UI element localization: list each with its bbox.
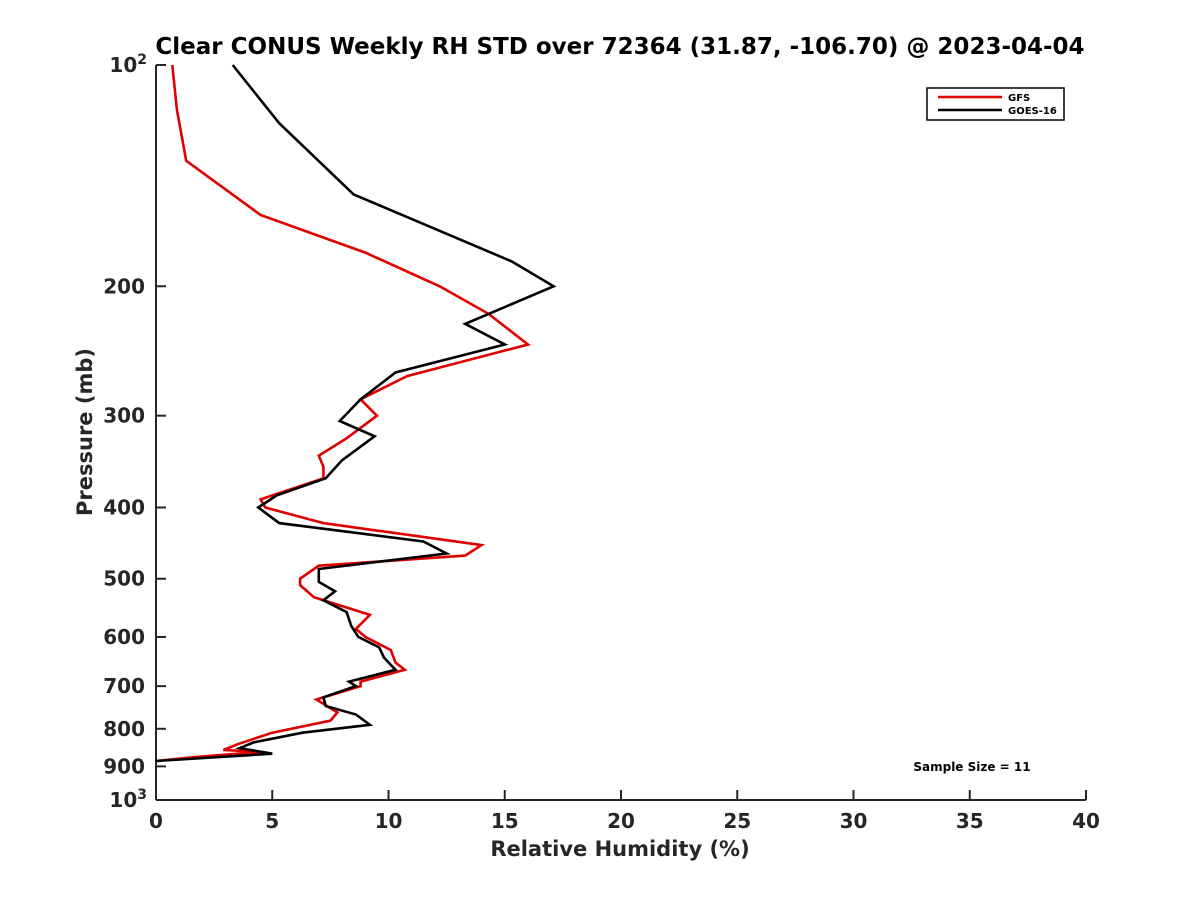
y-tick-label: 200 <box>103 274 145 298</box>
y-tick-label-base: 10 <box>109 53 137 77</box>
x-tick-label: 10 <box>375 809 403 833</box>
legend: GFS GOES-16 <box>926 87 1065 121</box>
x-axis-title: Relative Humidity (%) <box>490 837 749 861</box>
chart-title: Clear CONUS Weekly RH STD over 72364 (31… <box>155 34 1084 60</box>
y-tick-label-base: 10 <box>109 788 137 812</box>
y-tick-label: 102 <box>109 52 147 77</box>
x-tick-label: 25 <box>723 809 751 833</box>
y-tick-label: 300 <box>103 404 145 428</box>
x-tick-label: 40 <box>1072 809 1100 833</box>
y-tick-label: 600 <box>103 625 145 649</box>
x-tick-label: 15 <box>491 809 519 833</box>
y-tick-label: 700 <box>103 674 145 698</box>
x-tick-label: 0 <box>149 809 163 833</box>
legend-box <box>926 87 1065 121</box>
y-tick-label: 800 <box>103 717 145 741</box>
sample-size-annotation: Sample Size = 11 <box>913 760 1030 774</box>
y-tick-label-exponent: 2 <box>137 52 147 68</box>
y-tick-label: 900 <box>103 754 145 778</box>
x-axis-ticks: 0 5 10 15 20 25 30 35 40 <box>149 790 1100 833</box>
y-tick-label: 400 <box>103 496 145 520</box>
y-axis-title: Pressure (mb) <box>73 348 97 516</box>
legend-label-goes16: GOES-16 <box>1008 106 1057 117</box>
series-lines <box>155 64 557 763</box>
y-tick-label: 500 <box>103 567 145 591</box>
y-tick-label: 103 <box>109 787 147 812</box>
series-line-goes16 <box>155 64 557 763</box>
series-line-gfs <box>155 64 531 763</box>
x-tick-label: 20 <box>607 809 635 833</box>
legend-label-gfs: GFS <box>1008 93 1030 104</box>
x-tick-label: 5 <box>265 809 279 833</box>
x-tick-label: 30 <box>840 809 868 833</box>
y-tick-label-exponent: 3 <box>137 787 147 803</box>
x-tick-label: 35 <box>956 809 984 833</box>
